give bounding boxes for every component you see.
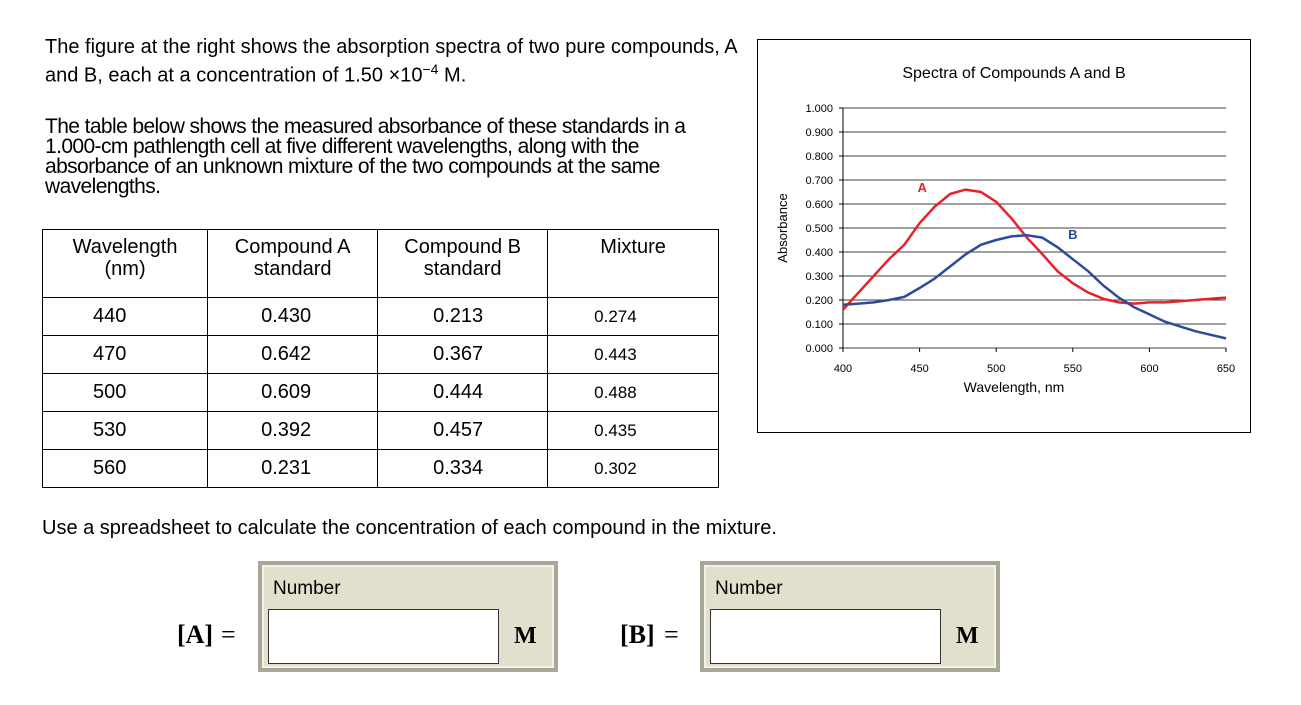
header-cell: Mixture bbox=[547, 229, 719, 298]
table-cell: 0.302 bbox=[547, 449, 719, 488]
series-line bbox=[842, 188, 1227, 311]
equals-sign: = bbox=[664, 620, 679, 649]
table-row: 500 0.609 0.444 0.488 bbox=[41, 373, 719, 412]
answer-symbol: [A] bbox=[177, 620, 214, 649]
y-tick-label: 0.300 bbox=[805, 271, 833, 283]
table-cell: 0.443 bbox=[547, 335, 719, 374]
y-tick-label: 0.800 bbox=[805, 151, 833, 163]
header-cell: Wavelength (nm) bbox=[41, 229, 209, 298]
table-row: 470 0.642 0.367 0.443 bbox=[41, 335, 719, 374]
header-text: Mixture bbox=[600, 236, 666, 258]
question: Use a spreadsheet to calculate the conce… bbox=[42, 517, 777, 539]
y-tick-label: 0.100 bbox=[805, 319, 833, 331]
x-axis-label: Wavelength, nm bbox=[964, 379, 1065, 395]
chart-title: Spectra of Compounds A and B bbox=[902, 65, 1125, 82]
y-tick-label: 0.200 bbox=[805, 295, 833, 307]
x-tick-label: 450 bbox=[910, 363, 928, 375]
field-label: Number bbox=[715, 578, 783, 599]
y-tick-label: 1.000 bbox=[805, 103, 833, 115]
table-cell: 0.609 bbox=[207, 373, 379, 412]
x-tick-label: 500 bbox=[987, 363, 1005, 375]
exponent: −4 bbox=[422, 61, 439, 77]
header-text: (nm) bbox=[104, 258, 146, 280]
table-row: 440 0.430 0.213 0.274 bbox=[41, 297, 719, 336]
table-cell: 0.642 bbox=[207, 335, 379, 374]
table-cell: 530 bbox=[41, 411, 209, 450]
table-cell: 470 bbox=[41, 335, 209, 374]
table-cell: 440 bbox=[41, 297, 209, 336]
y-tick-label: 0.900 bbox=[805, 127, 833, 139]
y-axis-label: Absorbance bbox=[775, 193, 790, 262]
unit-label: M bbox=[956, 623, 979, 649]
intro-text: M. bbox=[444, 64, 467, 87]
header-text: standard bbox=[253, 258, 332, 280]
table-cell: 0.435 bbox=[547, 411, 719, 450]
table-cell: 0.457 bbox=[377, 411, 549, 450]
table-cell: 500 bbox=[41, 373, 209, 412]
number-input[interactable] bbox=[710, 609, 941, 664]
table-row: 560 0.231 0.334 0.302 bbox=[41, 449, 719, 488]
y-tick-label: 0.400 bbox=[805, 247, 833, 259]
y-tick-label: 0.500 bbox=[805, 223, 833, 235]
table-cell: 0.334 bbox=[377, 449, 549, 488]
x-tick-label: 550 bbox=[1064, 363, 1082, 375]
x-tick-label: 650 bbox=[1217, 363, 1235, 375]
table-cell: 0.367 bbox=[377, 335, 549, 374]
x-tick-label: 400 bbox=[834, 363, 852, 375]
table-cell: 0.488 bbox=[547, 373, 719, 412]
table-cell: 560 bbox=[41, 449, 209, 488]
answer-box: Number M bbox=[258, 561, 558, 672]
intro-text: The figure at the right shows the absorp… bbox=[45, 36, 737, 87]
number-input[interactable] bbox=[268, 609, 499, 664]
table-cell: 0.231 bbox=[207, 449, 379, 488]
table-cell: 0.430 bbox=[207, 297, 379, 336]
equals-sign: = bbox=[221, 620, 236, 649]
answer-symbol: [B] bbox=[620, 620, 655, 649]
y-tick-label: 0.600 bbox=[805, 199, 833, 211]
y-tick-label: 0.000 bbox=[805, 343, 833, 355]
header-text: Compound A bbox=[234, 236, 351, 258]
intro-paragraph-1: The figure at the right shows the absorp… bbox=[45, 36, 745, 87]
series-label: B bbox=[1068, 227, 1077, 242]
x-tick-label: 600 bbox=[1140, 363, 1158, 375]
table-cell: 0.274 bbox=[547, 297, 719, 336]
intro-paragraph-2: The table below shows the measured absor… bbox=[45, 115, 686, 198]
table-cell: 0.392 bbox=[207, 411, 379, 450]
table-cell: 0.213 bbox=[377, 297, 549, 336]
field-label: Number bbox=[273, 578, 341, 599]
chart: Spectra of Compounds A and B Absorbance Wa… bbox=[775, 65, 1235, 395]
chart-frame: Spectra of Compounds A and B Absorbance Wa… bbox=[757, 39, 1251, 433]
series-label: A bbox=[918, 180, 928, 195]
y-tick-label: 0.700 bbox=[805, 175, 833, 187]
table-row: 530 0.392 0.457 0.435 bbox=[41, 411, 719, 450]
header-text: Compound B bbox=[404, 236, 522, 258]
series-line bbox=[842, 233, 1227, 340]
header-text: standard bbox=[423, 258, 502, 280]
table-cell: 0.444 bbox=[377, 373, 549, 412]
unit-label: M bbox=[514, 623, 537, 649]
header-text: Wavelength bbox=[72, 236, 178, 258]
answer-box: Number M bbox=[700, 561, 1000, 672]
